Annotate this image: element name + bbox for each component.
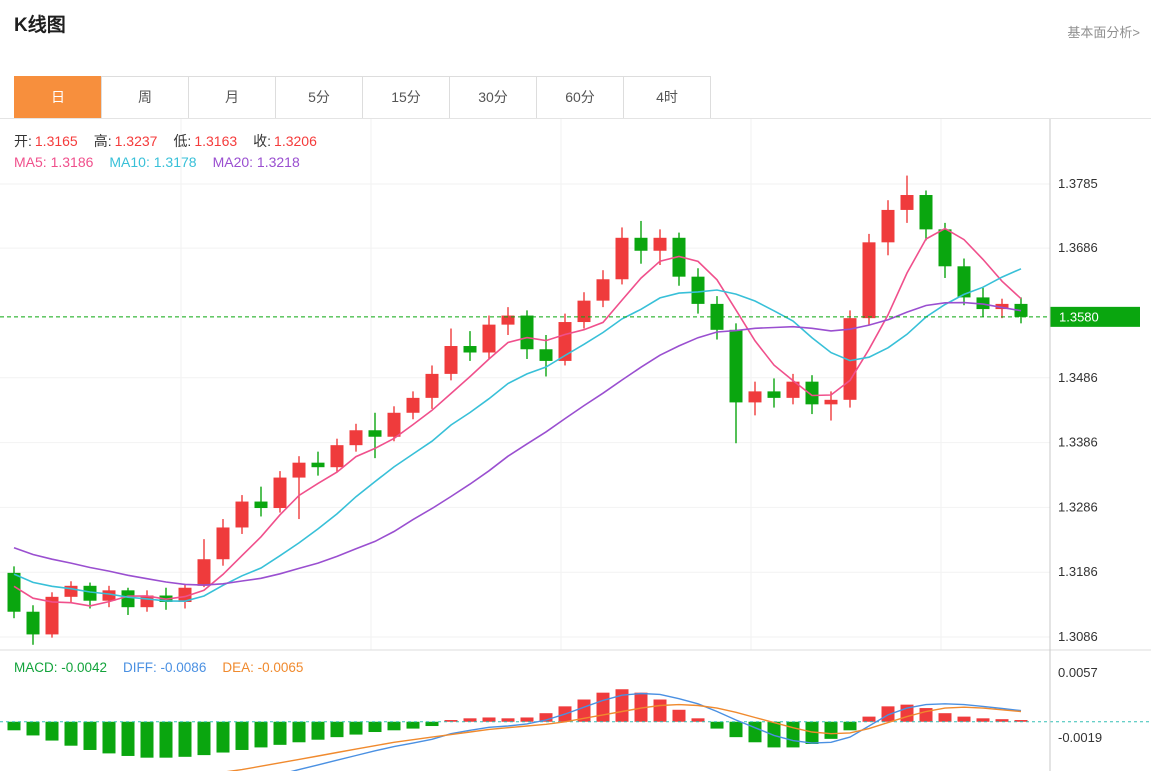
tab-5分[interactable]: 5分 — [275, 76, 363, 119]
grid-lines — [0, 119, 1050, 650]
ma10-legend: MA10: 1.3178 — [109, 154, 197, 170]
price-tick-label: 1.3086 — [1058, 629, 1098, 644]
ma-info: MA5: 1.3186 MA10: 1.3178 MA20: 1.3218 — [14, 154, 316, 170]
candlestick-chart[interactable]: 1.3580 1.3785 1.3686 1.3486 1.3386 1.3286 1.31… — [0, 119, 1151, 771]
ma20-legend: MA20: 1.3218 — [212, 154, 300, 170]
tab-周[interactable]: 周 — [101, 76, 189, 119]
dea-line — [226, 703, 1022, 771]
ohlc-open: 开: 1.3165 — [14, 133, 78, 149]
price-axis-labels: 1.3785 1.3686 1.3486 1.3386 1.3286 1.3186 1.30… — [1058, 176, 1102, 745]
tab-日[interactable]: 日 — [14, 76, 102, 119]
ma20-line — [13, 301, 1022, 586]
ohlc-low: 低: 1.3163 — [173, 133, 238, 149]
period-tabs: 日周月 5分 15分 30分 60分 4时 — [14, 76, 711, 119]
macd-tick-label: -0.0019 — [1058, 730, 1102, 745]
price-tick-label: 1.3286 — [1058, 499, 1098, 514]
ma5-line — [13, 227, 1022, 607]
svg-text:1.3580: 1.3580 — [1059, 309, 1099, 324]
macd-histogram — [7, 689, 1028, 758]
macd-info: MACD: -0.0042 DIFF: -0.0086 DEA: -0.0065 — [14, 660, 319, 675]
ma10-line — [13, 268, 1022, 603]
ma5-legend: MA5: 1.3186 — [14, 154, 94, 170]
current-price-badge: 1.3580 — [1050, 306, 1140, 327]
price-tick-label: 1.3186 — [1058, 564, 1098, 579]
tab-60分[interactable]: 60分 — [536, 76, 624, 119]
price-tick-label: 1.3686 — [1058, 240, 1098, 255]
tab-月[interactable]: 月 — [188, 76, 276, 119]
dea-legend: DEA: -0.0065 — [222, 660, 304, 675]
ohlc-close: 收: 1.3206 — [253, 133, 317, 149]
page-title: K线图 — [14, 15, 66, 36]
ohlc-high: 高: 1.3237 — [93, 133, 158, 149]
diff-line — [290, 692, 1022, 771]
macd-tick-label: 0.0057 — [1058, 665, 1098, 680]
macd-legend: MACD: -0.0042 — [14, 660, 108, 675]
tab-4时[interactable]: 4时 — [623, 76, 711, 119]
price-tick-label: 1.3785 — [1058, 176, 1098, 191]
tabbar-divider — [0, 118, 1151, 119]
fundamental-analysis-link[interactable]: 基本面分析> — [1067, 25, 1140, 40]
tab-15分[interactable]: 15分 — [362, 76, 450, 119]
ohlc-info: 开: 1.3165 高: 1.3237 低: 1.3163 收: 1.3206 — [14, 131, 333, 151]
price-tick-label: 1.3486 — [1058, 370, 1098, 385]
price-tick-label: 1.3386 — [1058, 435, 1098, 450]
tab-30分[interactable]: 30分 — [449, 76, 537, 119]
diff-legend: DIFF: -0.0086 — [123, 660, 207, 675]
candles-layer — [7, 175, 1028, 645]
